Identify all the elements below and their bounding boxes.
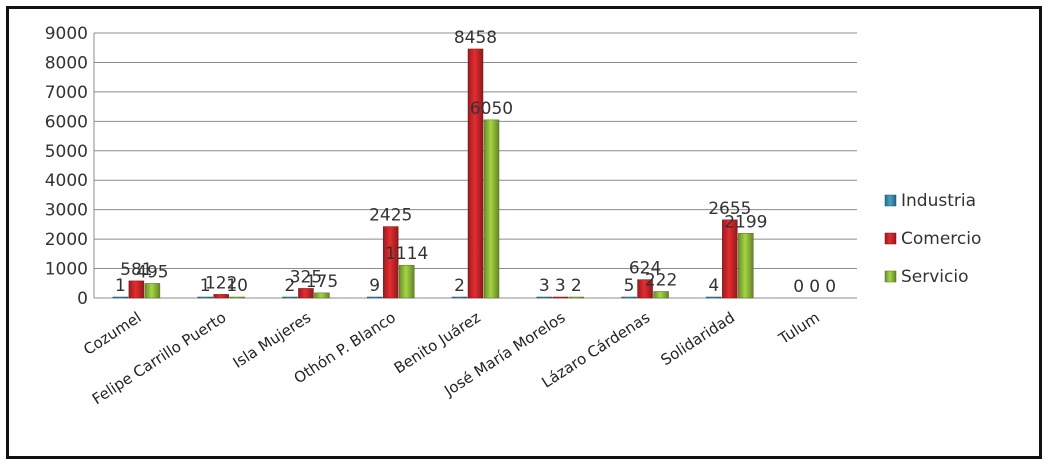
data-label-industria-cozumel: 1 <box>115 276 126 296</box>
bar-comercio-felipe-carrillo-puerto <box>213 294 229 299</box>
data-label-comercio-felipe-carrillo-puerto: 122 <box>205 273 237 293</box>
bar-servicio-benito-juarez <box>483 119 500 299</box>
bar-industria-jose-maria-morelos <box>536 296 553 299</box>
data-label-comercio-jose-maria-morelos: 3 <box>555 276 566 296</box>
bar-industria-isla-mujeres <box>282 296 298 299</box>
bar-industria-benito-juarez <box>451 296 468 299</box>
data-label-servicio-benito-juarez: 6050 <box>470 99 513 119</box>
bar-industria-solidaridad <box>706 296 722 299</box>
data-label-comercio-cozumel: 581 <box>120 260 152 280</box>
y-tick-label: 7000 <box>45 83 88 103</box>
data-label-industria-felipe-carrillo-puerto: 1 <box>200 276 211 296</box>
data-label-servicio-solidaridad: 2199 <box>724 212 767 232</box>
data-label-comercio-solidaridad: 2655 <box>708 199 751 219</box>
y-tick-label: 3000 <box>45 201 88 221</box>
bar-industria-othon-p-blanco <box>366 296 383 299</box>
data-label-industria-lazaro-cardenas: 5 <box>624 276 635 296</box>
y-tick-label: 6000 <box>45 112 88 132</box>
legend-label-industria: Industria <box>901 191 976 211</box>
bar-comercio-isla-mujeres <box>298 288 314 299</box>
y-tick-label: 0 <box>77 289 88 309</box>
x-tick-label-solidaridad: Solidaridad <box>657 308 738 369</box>
bar-industria-felipe-carrillo-puerto <box>197 296 213 299</box>
y-tick-label: 5000 <box>45 142 88 162</box>
data-label-industria-othon-p-blanco: 9 <box>369 276 380 296</box>
data-label-servicio-lazaro-cardenas: 222 <box>645 270 677 290</box>
bar-industria-lazaro-cardenas <box>621 296 637 299</box>
data-label-servicio-tulum: 0 <box>825 277 836 297</box>
x-tick-label-tulum: Tulum <box>775 308 823 348</box>
legend-swatch-comercio <box>884 232 897 245</box>
data-label-servicio-felipe-carrillo-puerto: 10 <box>226 276 248 296</box>
data-label-comercio-lazaro-cardenas: 624 <box>629 259 661 279</box>
data-label-industria-isla-mujeres: 2 <box>285 276 296 296</box>
bar-servicio-lazaro-cardenas <box>653 291 669 299</box>
y-tick-label: 1000 <box>45 260 88 280</box>
y-tick-label: 2000 <box>45 230 88 250</box>
data-label-servicio-othon-p-blanco: 1114 <box>385 244 428 264</box>
bar-comercio-jose-maria-morelos <box>552 296 569 299</box>
y-tick-label: 4000 <box>45 171 88 191</box>
bar-servicio-solidaridad <box>738 233 754 299</box>
x-tick-label-isla-mujeres: Isla Mujeres <box>230 308 315 372</box>
data-label-industria-tulum: 0 <box>793 277 804 297</box>
data-label-servicio-isla-mujeres: 175 <box>306 272 338 292</box>
data-label-comercio-othon-p-blanco: 2425 <box>369 206 412 226</box>
bar-servicio-jose-maria-morelos <box>568 296 585 299</box>
x-tick-label-cozumel: Cozumel <box>80 308 144 359</box>
data-label-servicio-cozumel: 495 <box>136 262 168 282</box>
legend-label-servicio: Servicio <box>901 267 969 287</box>
bar-servicio-isla-mujeres <box>314 292 330 299</box>
data-label-industria-solidaridad: 4 <box>708 276 719 296</box>
legend-swatch-industria <box>884 194 897 207</box>
bar-comercio-cozumel <box>128 280 145 299</box>
bar-industria-cozumel <box>112 296 129 299</box>
legend-swatch-servicio <box>884 270 897 283</box>
bar-servicio-felipe-carrillo-puerto <box>229 296 245 299</box>
legend-label-comercio: Comercio <box>901 229 981 249</box>
y-tick-label: 9000 <box>45 24 88 44</box>
bar-servicio-cozumel <box>144 283 161 299</box>
data-label-servicio-jose-maria-morelos: 2 <box>571 276 582 296</box>
data-label-industria-benito-juarez: 2 <box>454 276 465 296</box>
bar-comercio-othon-p-blanco <box>382 226 399 299</box>
data-label-comercio-tulum: 0 <box>809 277 820 297</box>
y-tick-label: 8000 <box>45 53 88 73</box>
data-label-comercio-isla-mujeres: 325 <box>290 267 322 287</box>
data-label-industria-jose-maria-morelos: 3 <box>539 276 550 296</box>
bar-comercio-lazaro-cardenas <box>637 279 653 299</box>
data-label-comercio-benito-juarez: 8458 <box>454 28 497 48</box>
bar-comercio-solidaridad <box>722 219 738 299</box>
bar-comercio-benito-juarez <box>467 48 484 299</box>
bar-servicio-othon-p-blanco <box>398 264 415 299</box>
